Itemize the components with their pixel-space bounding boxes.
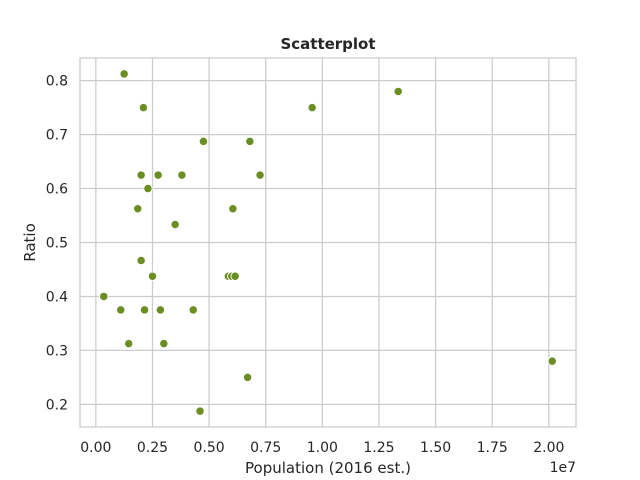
x-axis-label: Population (2016 est.) — [245, 459, 411, 477]
scatter-point — [177, 170, 187, 180]
scatter-point — [136, 255, 146, 266]
scatter-point — [198, 136, 209, 146]
x-tick-label: 0.50 — [194, 440, 225, 456]
scatter-point — [170, 219, 180, 230]
y-axis-label: Ratio — [21, 223, 39, 262]
y-tick-label: 0.8 — [46, 74, 68, 90]
scatter-point — [255, 170, 265, 180]
x-tick-label: 1.25 — [363, 440, 394, 456]
scatter-point — [195, 406, 205, 416]
x-tick-label: 0.75 — [250, 440, 281, 456]
scatter-point — [138, 102, 149, 113]
scatter-point — [155, 305, 166, 315]
x-axis-offset-label: 1e7 — [550, 460, 576, 476]
x-tick-label: 2.00 — [533, 440, 564, 456]
y-tick-label: 0.4 — [46, 289, 68, 305]
x-tick-label: 0.25 — [137, 440, 168, 456]
scatter-point — [307, 102, 317, 113]
scatter-point — [139, 305, 150, 315]
scatter-point — [230, 271, 240, 281]
scatter-point — [143, 183, 153, 194]
y-tick-label: 0.7 — [46, 128, 68, 144]
y-tick-label: 0.6 — [46, 182, 68, 198]
scatter-point — [133, 204, 143, 214]
scatter-point — [228, 204, 238, 214]
scatter-point — [242, 372, 253, 383]
x-tick-labels: 0.00 0.25 0.50 0.75 1.00 1.25 1.50 1.75 2.00 — [80, 440, 564, 456]
scatter-point — [393, 86, 403, 97]
x-tick-label: 1.00 — [307, 440, 338, 456]
scatter-point — [547, 356, 557, 366]
scatter-point — [153, 170, 163, 180]
scatter-point — [124, 339, 134, 349]
y-tick-label: 0.5 — [46, 236, 68, 252]
grid-lines — [80, 58, 576, 427]
scatter-point — [136, 170, 146, 180]
data-points — [99, 69, 557, 416]
scatter-point — [245, 136, 255, 146]
scatter-point — [116, 305, 126, 315]
scatter-point — [99, 291, 109, 302]
x-tick-label: 1.75 — [477, 440, 508, 456]
plot-frame — [79, 57, 577, 428]
scatter-point — [188, 305, 198, 315]
scatter-point — [159, 339, 169, 349]
x-tick-label: 1.50 — [420, 440, 451, 456]
chart-title: Scatterplot — [280, 35, 375, 53]
scatter-point — [147, 271, 158, 281]
y-tick-labels: 0.2 0.3 0.4 0.5 0.6 0.7 0.8 — [46, 74, 68, 414]
x-tick-label: 0.00 — [80, 440, 111, 456]
y-tick-label: 0.3 — [46, 343, 68, 359]
scatter-point — [119, 69, 129, 79]
y-tick-label: 0.2 — [46, 397, 68, 413]
